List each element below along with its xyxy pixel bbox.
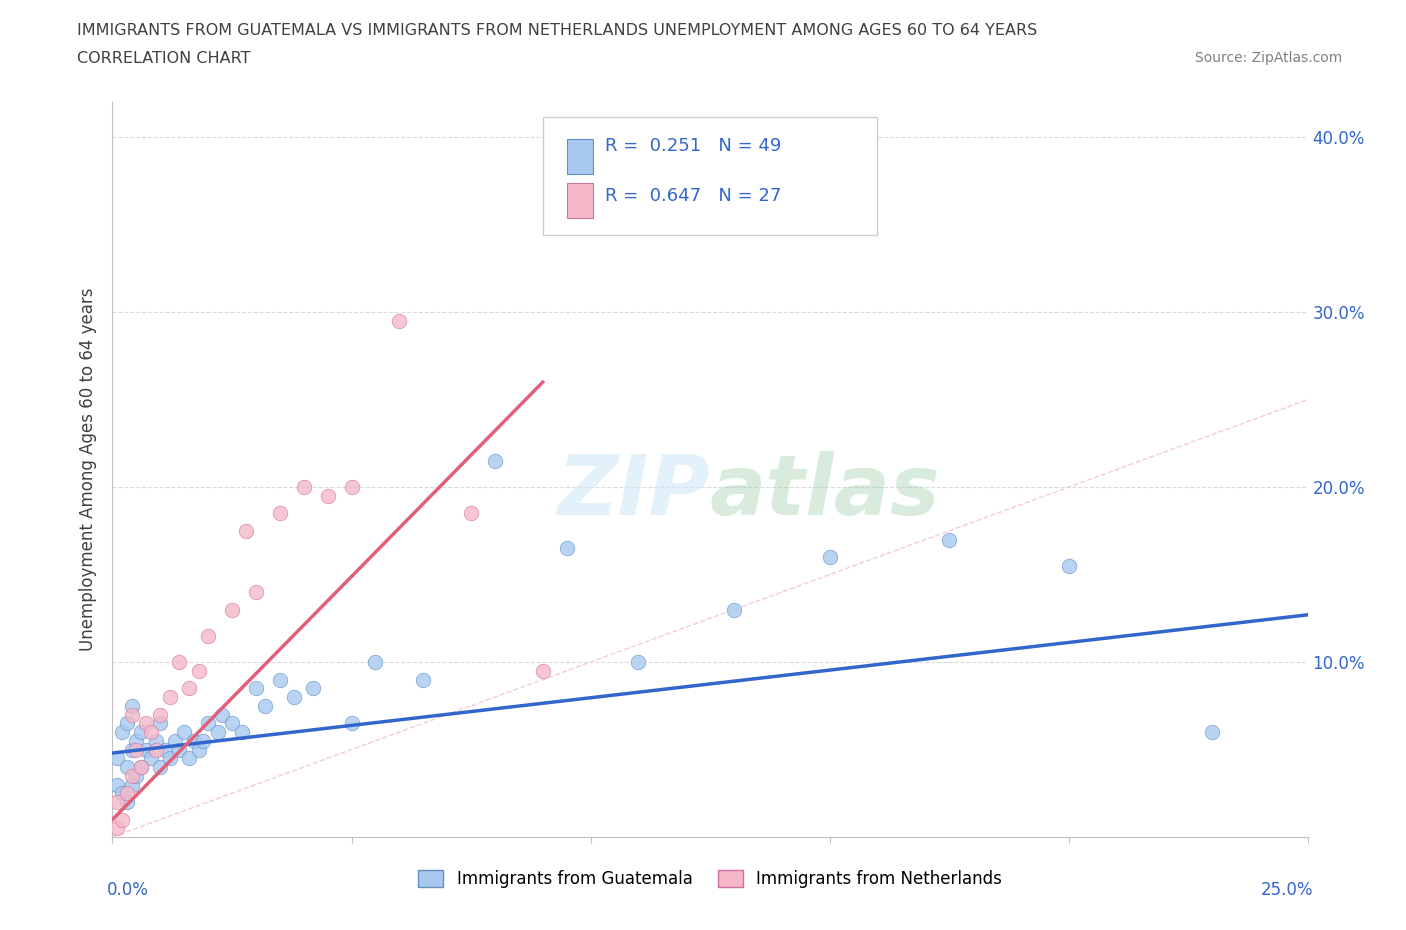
Point: [1201, 724, 1223, 739]
Point: [115, 794, 138, 809]
Point: [938, 532, 960, 547]
Point: [129, 724, 152, 739]
Point: [1057, 558, 1080, 573]
Point: [121, 768, 143, 783]
Point: [125, 768, 148, 783]
Point: [197, 629, 219, 644]
Point: [364, 655, 387, 670]
FancyBboxPatch shape: [567, 139, 593, 174]
Text: 25.0%: 25.0%: [1261, 881, 1313, 899]
Point: [105, 777, 128, 792]
Point: [245, 585, 267, 600]
Point: [139, 724, 162, 739]
Point: [169, 742, 191, 757]
Point: [231, 724, 253, 739]
Point: [149, 716, 172, 731]
Text: R =  0.647   N = 27: R = 0.647 N = 27: [605, 187, 782, 206]
Point: [221, 602, 243, 617]
Text: Source: ZipAtlas.com: Source: ZipAtlas.com: [1195, 51, 1343, 65]
Point: [193, 734, 215, 749]
Point: [149, 707, 172, 722]
Point: [818, 550, 841, 565]
Point: [121, 742, 143, 757]
Point: [149, 760, 172, 775]
Point: [340, 716, 363, 731]
Text: CORRELATION CHART: CORRELATION CHART: [77, 51, 250, 66]
Point: [269, 506, 291, 521]
Point: [129, 760, 152, 775]
Point: [105, 821, 128, 836]
Point: [159, 690, 181, 705]
Point: [115, 786, 138, 801]
Text: atlas: atlas: [710, 451, 941, 532]
Point: [254, 698, 277, 713]
Point: [723, 602, 745, 617]
Point: [187, 663, 209, 678]
Point: [235, 524, 257, 538]
Point: [139, 751, 162, 765]
Point: [135, 716, 157, 731]
Point: [177, 751, 200, 765]
Point: [531, 663, 554, 678]
Point: [460, 506, 482, 521]
Text: R =  0.251   N = 49: R = 0.251 N = 49: [605, 138, 782, 155]
Point: [177, 681, 200, 696]
Point: [207, 724, 229, 739]
Point: [153, 742, 176, 757]
Point: [115, 716, 138, 731]
Text: IMMIGRANTS FROM GUATEMALA VS IMMIGRANTS FROM NETHERLANDS UNEMPLOYMENT AMONG AGES: IMMIGRANTS FROM GUATEMALA VS IMMIGRANTS …: [77, 23, 1038, 38]
Point: [121, 777, 143, 792]
Point: [111, 724, 134, 739]
Text: ZIP: ZIP: [557, 451, 710, 532]
Point: [484, 454, 506, 469]
Point: [340, 480, 363, 495]
Point: [412, 672, 434, 687]
FancyBboxPatch shape: [543, 117, 877, 234]
Point: [269, 672, 291, 687]
Point: [145, 742, 167, 757]
Point: [115, 760, 138, 775]
Point: [111, 786, 134, 801]
Point: [183, 734, 205, 749]
Point: [197, 716, 219, 731]
Point: [125, 734, 148, 749]
Point: [627, 655, 650, 670]
Point: [211, 707, 233, 722]
Point: [292, 480, 315, 495]
Point: [169, 655, 191, 670]
Point: [302, 681, 325, 696]
Point: [111, 812, 134, 827]
Point: [121, 698, 143, 713]
Point: [121, 707, 143, 722]
Point: [135, 742, 157, 757]
Point: [316, 488, 339, 503]
Point: [555, 541, 578, 556]
FancyBboxPatch shape: [567, 183, 593, 219]
Point: [145, 734, 167, 749]
Point: [159, 751, 181, 765]
Point: [187, 742, 209, 757]
Point: [245, 681, 267, 696]
Point: [283, 690, 305, 705]
Text: 0.0%: 0.0%: [107, 881, 149, 899]
Point: [221, 716, 243, 731]
Legend: Immigrants from Guatemala, Immigrants from Netherlands: Immigrants from Guatemala, Immigrants fr…: [412, 863, 1008, 895]
Point: [105, 751, 128, 765]
Point: [388, 313, 411, 328]
Point: [173, 724, 195, 739]
Point: [125, 742, 148, 757]
Y-axis label: Unemployment Among Ages 60 to 64 years: Unemployment Among Ages 60 to 64 years: [79, 288, 97, 651]
Point: [129, 760, 152, 775]
Point: [105, 794, 128, 809]
Point: [163, 734, 186, 749]
